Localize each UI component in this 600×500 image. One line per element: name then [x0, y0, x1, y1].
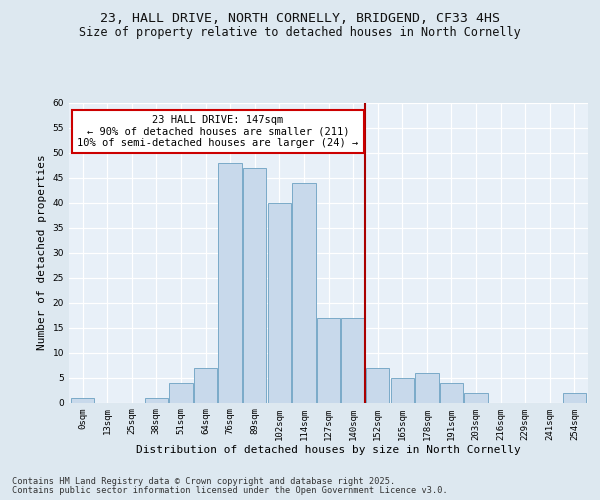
Bar — [145, 398, 168, 402]
Text: Size of property relative to detached houses in North Cornelly: Size of property relative to detached ho… — [79, 26, 521, 39]
Text: 23 HALL DRIVE: 147sqm
← 90% of detached houses are smaller (211)
10% of semi-det: 23 HALL DRIVE: 147sqm ← 90% of detached … — [77, 115, 358, 148]
Bar — [415, 372, 439, 402]
Bar — [563, 392, 586, 402]
Bar — [317, 318, 340, 402]
Bar — [292, 182, 316, 402]
X-axis label: Distribution of detached houses by size in North Cornelly: Distribution of detached houses by size … — [136, 445, 521, 455]
Bar — [366, 368, 389, 402]
Bar — [243, 168, 266, 402]
Text: Contains public sector information licensed under the Open Government Licence v3: Contains public sector information licen… — [12, 486, 448, 495]
Bar — [169, 382, 193, 402]
Bar — [341, 318, 365, 402]
Bar — [268, 202, 291, 402]
Bar — [391, 378, 414, 402]
Bar — [218, 162, 242, 402]
Bar — [71, 398, 94, 402]
Y-axis label: Number of detached properties: Number of detached properties — [37, 154, 47, 350]
Text: Contains HM Land Registry data © Crown copyright and database right 2025.: Contains HM Land Registry data © Crown c… — [12, 477, 395, 486]
Bar — [194, 368, 217, 402]
Text: 23, HALL DRIVE, NORTH CORNELLY, BRIDGEND, CF33 4HS: 23, HALL DRIVE, NORTH CORNELLY, BRIDGEND… — [100, 12, 500, 26]
Bar — [440, 382, 463, 402]
Bar — [464, 392, 488, 402]
